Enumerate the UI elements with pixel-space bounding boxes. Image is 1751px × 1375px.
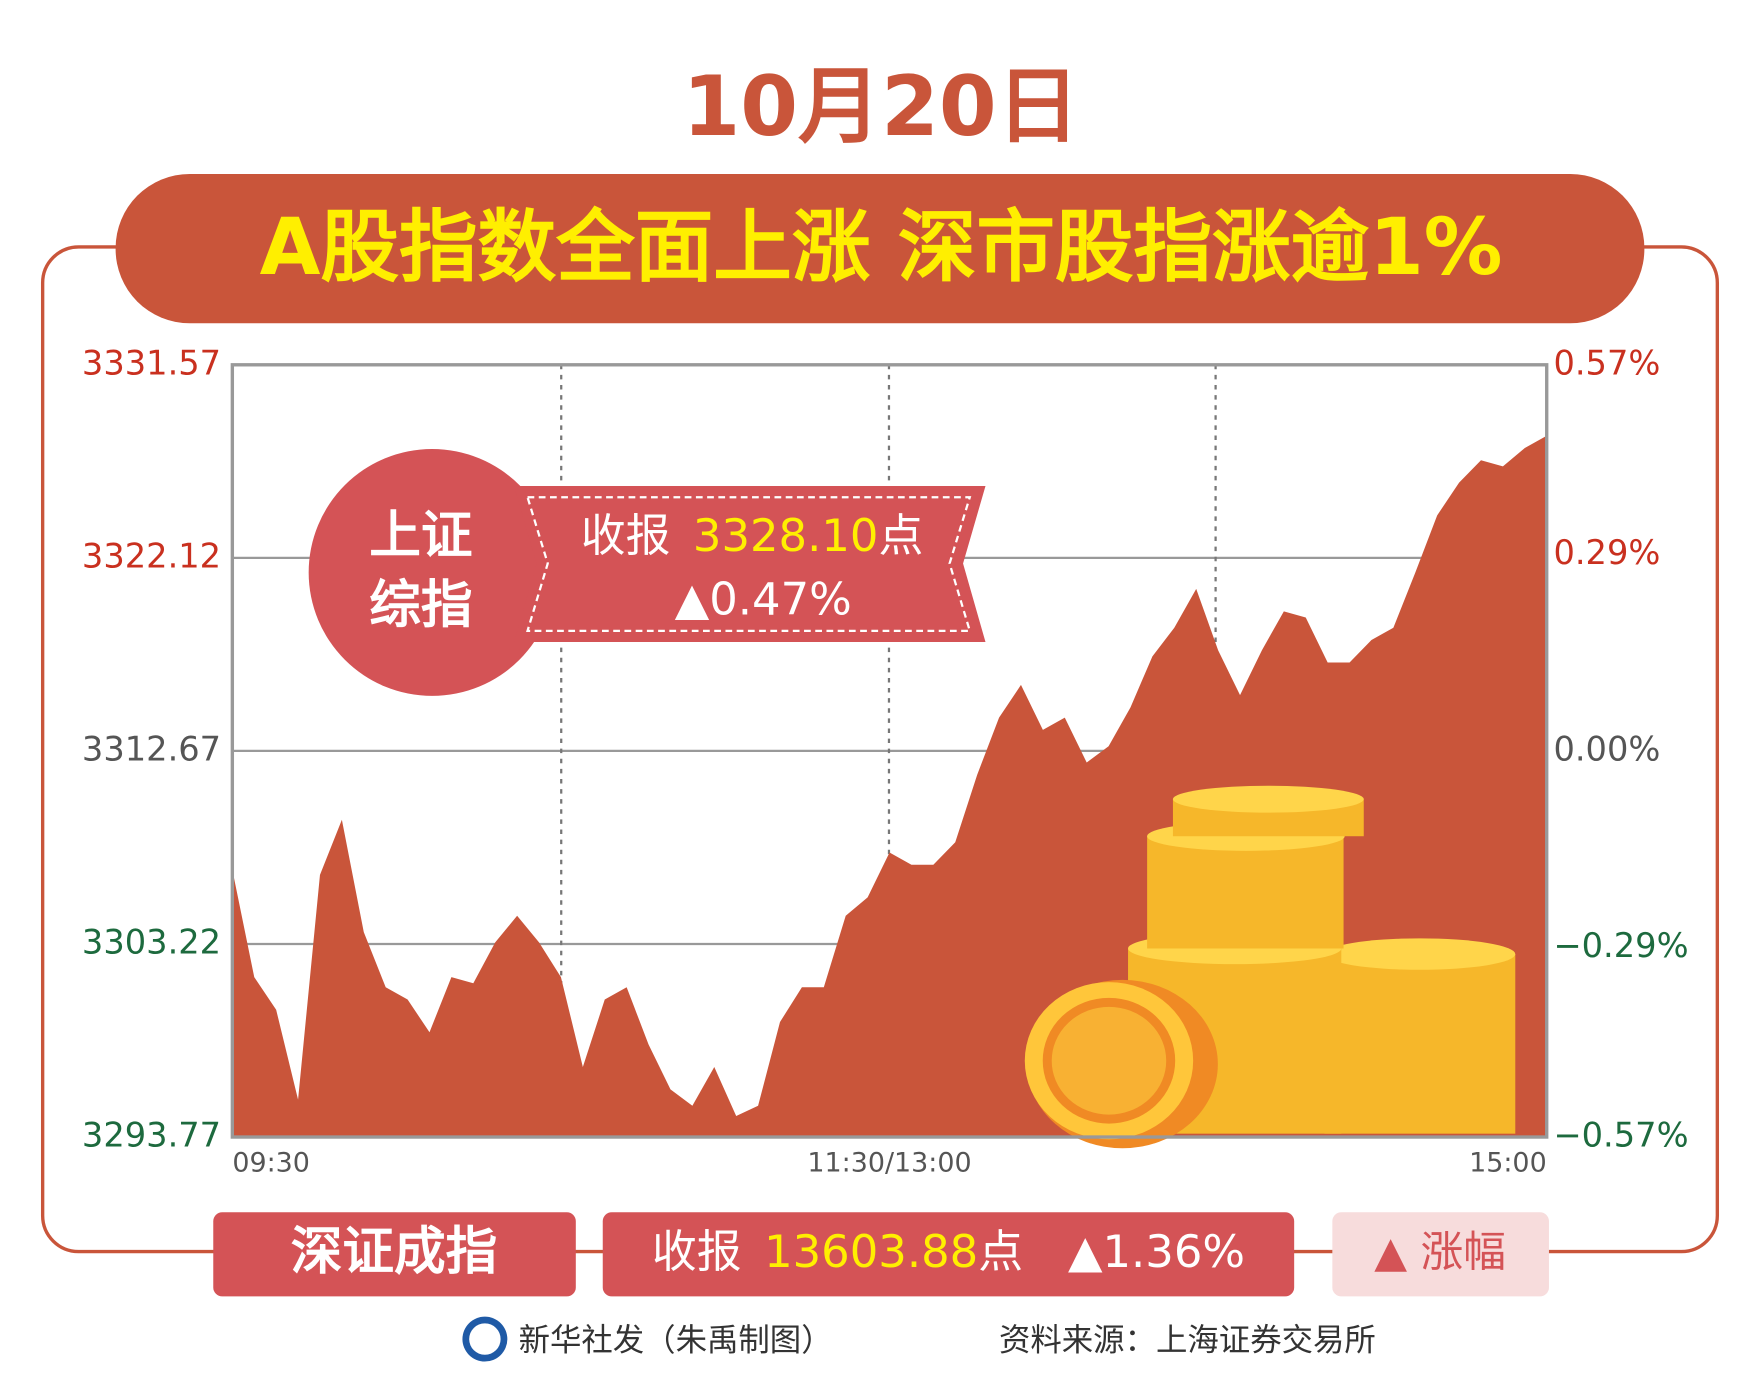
badge-text: 综指 [369, 575, 472, 635]
badge-text: 上证 [369, 506, 472, 566]
banner [514, 486, 986, 643]
x-tick-label: 11:30/13:00 [807, 1147, 971, 1178]
y2-tick-label: 0.57% [1553, 343, 1660, 382]
source: 资料来源：上海证券交易所 [999, 1322, 1376, 1358]
panel-box [602, 1212, 1295, 1297]
y-tick-label: 3303.22 [82, 922, 221, 961]
y2-tick-label: −0.57% [1553, 1116, 1688, 1155]
badge [308, 448, 556, 696]
y-tick-label: 3312.67 [82, 729, 221, 768]
unit: 点 [978, 1225, 1023, 1278]
panel-name-box [213, 1212, 576, 1297]
close-value: 3328.10 [693, 509, 879, 562]
title-pill [115, 173, 1645, 324]
credit: 新华社发（朱禹制图） [519, 1322, 833, 1358]
banner-outline [526, 496, 972, 632]
y-tick-label: 3322.12 [82, 536, 221, 575]
y2-tick-label: 0.00% [1553, 729, 1660, 768]
panel-text: 收报 13603.88点 ▲1.36% [652, 1225, 1245, 1278]
unit: 点 [878, 509, 923, 562]
close-label: 收报 [652, 1225, 742, 1278]
y2-tick-label: −0.29% [1553, 926, 1688, 965]
y2-tick-label: 0.29% [1553, 533, 1660, 572]
logo [469, 1323, 501, 1355]
x-tick-label: 09:30 [232, 1147, 310, 1178]
legend-label: ▲ 涨幅 [1374, 1227, 1506, 1277]
chart-title: A股指数全面上涨 深市股指涨逾1% [260, 201, 1503, 293]
close-text: 收报 3328.10点 [581, 509, 924, 562]
close-value: 13603.88 [764, 1225, 978, 1278]
panel-name: 深证成指 [291, 1222, 498, 1282]
legend-box [1332, 1212, 1549, 1297]
plot-border [230, 363, 1549, 1139]
change: ▲0.47% [675, 573, 852, 626]
close-label: 收报 [581, 509, 671, 562]
y-tick-label: 3293.77 [82, 1116, 221, 1155]
x-tick-label: 15:00 [1469, 1147, 1547, 1178]
date: 10月20日 [682, 58, 1079, 155]
coins [1024, 785, 1516, 1149]
change: ▲1.36% [1068, 1225, 1245, 1278]
y-tick-label: 3331.57 [82, 343, 221, 382]
